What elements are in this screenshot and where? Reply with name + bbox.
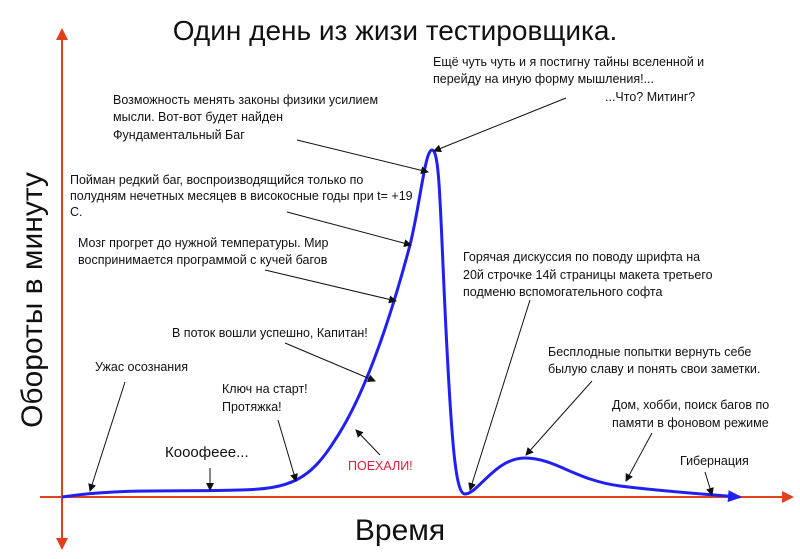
annotation-peak: Ещё чуть чуть и я постигну тайны вселенн… bbox=[433, 55, 704, 153]
annotation-home: Дом, хобби, поиск багов по памяти в фонов… bbox=[612, 398, 769, 482]
annotation-arrow bbox=[355, 429, 381, 456]
annotation-discussion: Горячая дискуссия по поводу шрифта на 20й… bbox=[463, 250, 713, 491]
annotation-text: ...Что? Митинг? bbox=[605, 90, 695, 104]
annotation-arrow bbox=[525, 380, 593, 456]
annotation-text: подменю вспомогательного софта bbox=[463, 285, 662, 299]
annotation-fruitless: Бесплодные попытки вернуть себе былую сла… bbox=[525, 345, 760, 456]
annotation-text: Пойман редкий баг, воспроизводящийся тол… bbox=[70, 173, 363, 187]
annotation-rarebug: Пойман редкий баг, воспроизводящийся тол… bbox=[70, 173, 413, 248]
annotation-text: ПОЕХАЛИ! bbox=[348, 459, 413, 473]
annotation-arrow bbox=[88, 381, 126, 492]
annotation-text: Горячая дискуссия по поводу шрифта на bbox=[463, 250, 700, 264]
annotation-arrow bbox=[625, 432, 653, 482]
annotation-text: Кооофеее... bbox=[165, 444, 249, 461]
annotation-physics: Возможность менять законы физики усилием… bbox=[113, 93, 429, 175]
annotation-arrow bbox=[264, 269, 397, 304]
annotation-hibernation: Гибернация bbox=[680, 454, 749, 496]
annotation-text: Дом, хобби, поиск багов по bbox=[612, 398, 769, 412]
annotation-horror: Ужас осознания bbox=[88, 360, 188, 492]
annotation-text: Ужас осознания bbox=[95, 360, 188, 374]
annotation-text: мысли. Вот-вот будет найден bbox=[113, 110, 283, 124]
annotation-arrow bbox=[433, 97, 567, 153]
annotation-text: Гибернация bbox=[680, 454, 749, 468]
annotation-text: Ещё чуть чуть и я постигну тайны вселенн… bbox=[433, 55, 704, 69]
annotation-text: Мозг прогрет до нужной температуры. Мир bbox=[78, 236, 328, 250]
annotation-text: Протяжка! bbox=[222, 400, 282, 414]
annotation-start: Ключ на старт! Протяжка! bbox=[222, 382, 308, 482]
annotation-text: Возможность менять законы физики усилием bbox=[113, 93, 378, 107]
annotation-text: былую славу и понять свои заметки. bbox=[548, 362, 760, 376]
annotation-coffee: Кооофеее... bbox=[165, 444, 249, 491]
annotation-flow: В поток вошли успешно, Капитан! bbox=[172, 326, 376, 382]
annotation-text: воспринимается программой с кучей багов bbox=[78, 253, 328, 267]
annotation-text: перейду на иную форму мышления!... bbox=[433, 72, 654, 86]
rpm-curve bbox=[61, 148, 742, 503]
annotation-go: ПОЕХАЛИ! bbox=[348, 429, 413, 473]
annotation-text: В поток вошли успешно, Капитан! bbox=[172, 326, 368, 340]
annotation-text: Ключ на старт! bbox=[222, 382, 308, 396]
chart-title: Один день из жизи тестировщика. bbox=[173, 15, 617, 46]
annotation-text: Фундаментальный Баг bbox=[113, 128, 245, 142]
annotation-arrow bbox=[468, 299, 531, 491]
annotation-arrow bbox=[277, 419, 298, 482]
annotation-arrow bbox=[286, 211, 412, 248]
annotation-arrow bbox=[704, 471, 714, 496]
annotation-brain: Мозг прогрет до нужной температуры. Мир в… bbox=[78, 236, 397, 304]
y-axis-label: Обороты в минуту bbox=[16, 172, 49, 428]
annotation-text: памяти в фоновом режиме bbox=[612, 416, 769, 430]
annotation-arrow bbox=[284, 342, 376, 382]
annotation-text: С. bbox=[70, 205, 83, 219]
annotation-arrow bbox=[296, 139, 429, 175]
annotation-text: 20й строчке 14й страницы макета третьего bbox=[463, 268, 713, 282]
annotation-text: полудням нечетных месяцев в високосные г… bbox=[70, 189, 413, 203]
x-axis-label: Время bbox=[355, 514, 445, 547]
annotation-text: Бесплодные попытки вернуть себе bbox=[548, 345, 751, 359]
